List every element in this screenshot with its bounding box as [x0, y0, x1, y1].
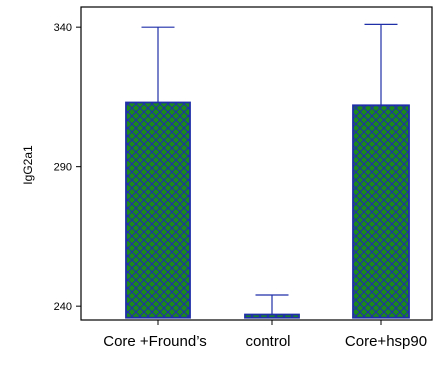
bar: [352, 104, 410, 319]
x-axis: Core +Fround’s control Core+hsp90: [103, 320, 427, 350]
y-tick-label: 340: [54, 22, 72, 34]
y-axis-title: IgG2a1: [21, 145, 35, 185]
bar: [125, 101, 191, 319]
x-category-label: Core+hsp90: [345, 333, 427, 350]
x-category-label: Core +Fround’s: [103, 333, 207, 350]
y-axis: 240 290 340: [54, 22, 81, 313]
bar: [244, 313, 300, 319]
y-tick-label: 290: [54, 162, 72, 174]
x-category-label: control: [245, 333, 290, 350]
y-tick-label: 240: [54, 301, 72, 313]
bars: [125, 23, 410, 319]
plot-frame: [80, 6, 433, 321]
